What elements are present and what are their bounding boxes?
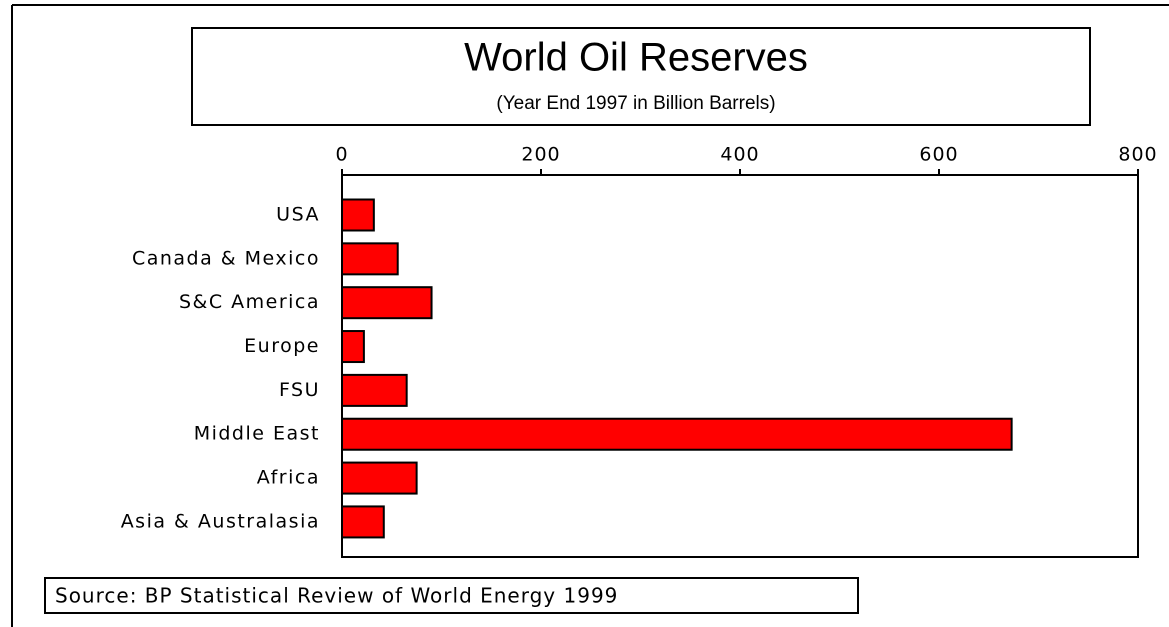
source-note: Source: BP Statistical Review of World E…	[55, 584, 618, 608]
bar	[341, 505, 385, 539]
source-box	[44, 577, 859, 614]
bar	[341, 373, 408, 407]
bar	[341, 417, 1013, 451]
y-tick-label: S&C America	[179, 291, 320, 313]
y-tick-label: USA	[276, 204, 320, 226]
plot-area	[341, 174, 1139, 558]
y-tick-label: Middle East	[194, 423, 320, 445]
x-tick-label: 400	[720, 144, 759, 166]
chart-title: World Oil Reserves	[464, 36, 808, 80]
bar	[341, 198, 375, 232]
bar	[341, 330, 365, 364]
x-tick-label: 800	[1118, 144, 1157, 166]
y-tick-label: FSU	[279, 379, 320, 401]
x-tick-label: 0	[335, 144, 348, 166]
x-tick-label: 600	[919, 144, 958, 166]
y-tick-label: Canada & Mexico	[132, 247, 320, 269]
bar	[341, 242, 399, 276]
bar	[341, 461, 418, 495]
y-tick-label: Asia & Australasia	[121, 510, 320, 532]
x-tick-label: 200	[521, 144, 560, 166]
bar	[341, 286, 433, 320]
y-tick-label: Africa	[257, 467, 320, 489]
y-tick-label: Europe	[244, 335, 320, 357]
title-box	[191, 27, 1091, 126]
chart-subtitle: (Year End 1997 in Billion Barrels)	[496, 93, 775, 114]
